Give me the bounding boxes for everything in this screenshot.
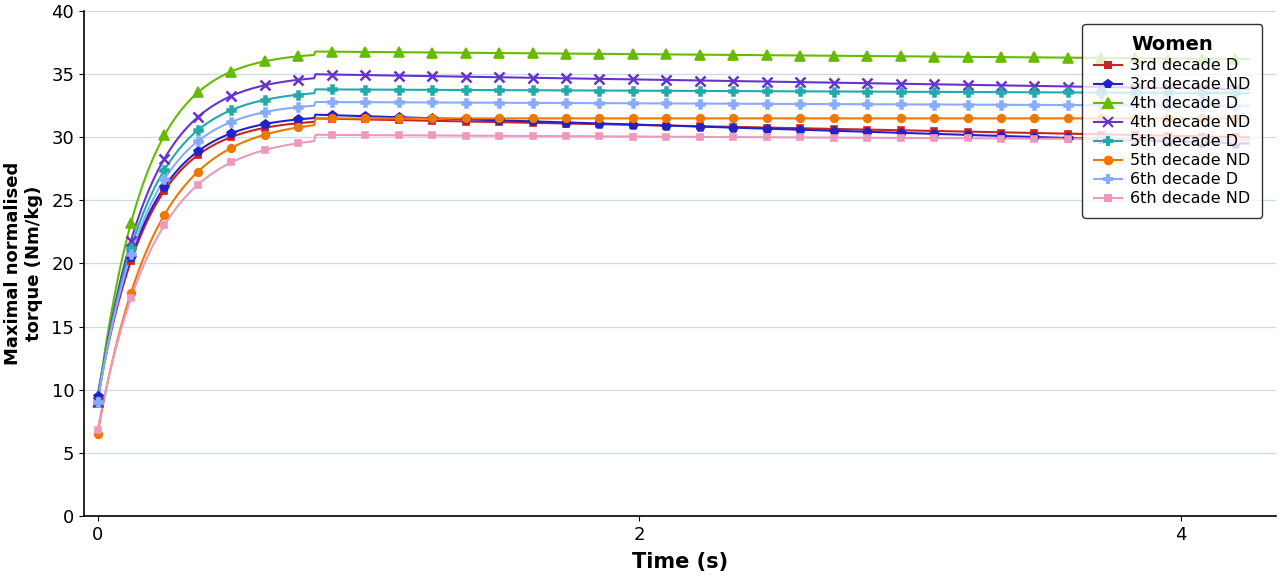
X-axis label: Time (s): Time (s) bbox=[632, 552, 728, 572]
Y-axis label: Maximal normalised
torque (Nm/kg): Maximal normalised torque (Nm/kg) bbox=[4, 162, 44, 365]
Legend: 3rd decade D, 3rd decade ND, 4th decade D, 4th decade ND, 5th decade D, 5th deca: 3rd decade D, 3rd decade ND, 4th decade … bbox=[1083, 24, 1262, 218]
